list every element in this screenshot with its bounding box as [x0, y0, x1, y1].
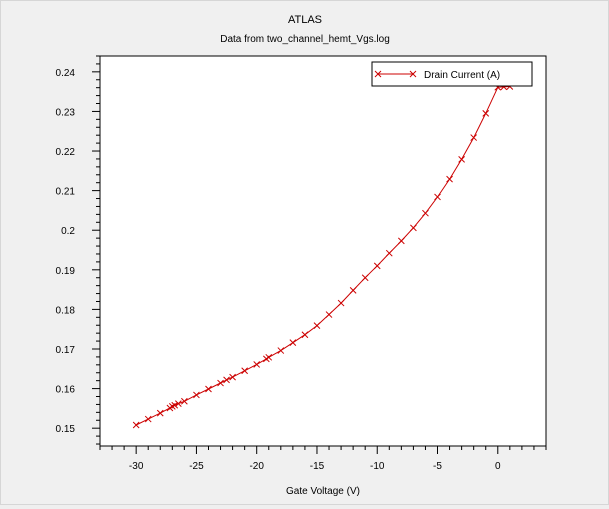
- data-point: [144, 415, 152, 423]
- x-tick-label: -25: [189, 461, 204, 472]
- data-point-stroke: [223, 376, 230, 384]
- data-point: [171, 401, 179, 409]
- plot-area: [99, 55, 547, 447]
- data-point-stroke: [144, 415, 152, 423]
- y-tick-label: 0.16: [56, 385, 76, 396]
- data-point-stroke: [361, 274, 369, 282]
- chart-title: ATLAS: [288, 14, 322, 26]
- data-point: [349, 287, 357, 294]
- data-point: [482, 110, 490, 117]
- data-point-stroke: [229, 373, 236, 381]
- data-point: [313, 322, 321, 329]
- data-point: [132, 421, 140, 429]
- data-point: [410, 224, 417, 232]
- data-point-stroke: [337, 299, 345, 307]
- x-axis: -30 -25 -20 -15 -10 -5 0: [99, 446, 547, 472]
- data-point-stroke: [349, 287, 357, 294]
- data-point-stroke: [301, 331, 309, 339]
- data-point: [205, 385, 212, 393]
- y-tick-label: 0.15: [56, 424, 76, 435]
- data-point-stroke: [410, 224, 417, 232]
- legend-label: Drain Current (A): [424, 70, 500, 81]
- x-tick-label: -15: [310, 461, 325, 472]
- y-tick-label: 0.2: [61, 226, 75, 237]
- x-tick-label: -5: [433, 461, 442, 472]
- series-layer: [132, 83, 514, 429]
- data-point: [458, 155, 465, 163]
- y-tick-label: 0.24: [56, 68, 76, 79]
- data-point: [385, 249, 393, 257]
- data-point-stroke: [241, 367, 249, 375]
- y-tick-label: 0.19: [56, 266, 76, 277]
- data-point-stroke: [458, 155, 465, 163]
- y-tick-label: 0.17: [56, 345, 76, 356]
- data-point: [174, 400, 182, 407]
- data-point: [361, 274, 369, 282]
- data-point-stroke: [277, 347, 285, 354]
- data-point-stroke: [313, 322, 321, 329]
- data-point: [446, 175, 453, 183]
- data-point-stroke: [446, 175, 453, 183]
- data-point-stroke: [470, 134, 478, 141]
- chart-subtitle: Data from two_channel_hemt_Vgs.log: [220, 34, 390, 45]
- data-point: [325, 311, 333, 318]
- data-point-stroke: [265, 353, 273, 361]
- data-point: [422, 209, 429, 217]
- data-point: [397, 237, 405, 245]
- data-point-stroke: [253, 361, 261, 368]
- data-point: [223, 376, 230, 384]
- data-point: [301, 331, 309, 339]
- data-point-stroke: [205, 385, 212, 393]
- legend-marker-right: [409, 70, 417, 78]
- data-point: [373, 262, 381, 270]
- y-tick-label: 0.21: [56, 187, 76, 198]
- x-tick-label: 0: [495, 461, 501, 472]
- data-point: [470, 134, 478, 141]
- x-tick-label: -10: [370, 461, 385, 472]
- legend-marker-left: [374, 70, 382, 78]
- y-tick-label: 0.23: [56, 107, 76, 118]
- x-tick-label: -20: [249, 461, 264, 472]
- data-point-stroke: [181, 397, 188, 405]
- data-point-stroke: [217, 379, 224, 387]
- data-point: [434, 193, 441, 201]
- y-tick-label: 0.22: [56, 147, 76, 158]
- data-point: [181, 397, 188, 405]
- data-point-stroke: [422, 209, 429, 217]
- legend: Drain Current (A): [371, 61, 533, 87]
- data-point: [217, 379, 224, 387]
- data-point: [229, 373, 236, 381]
- data-point: [289, 339, 297, 347]
- data-point: [277, 347, 285, 354]
- y-tick-label: 0.18: [56, 305, 76, 316]
- data-point: [253, 361, 261, 368]
- x-axis-label: Gate Voltage (V): [286, 486, 360, 497]
- data-point: [156, 409, 164, 417]
- data-point: [265, 353, 273, 361]
- data-point-stroke: [156, 409, 164, 417]
- x-tick-label: -30: [129, 461, 144, 472]
- data-point-stroke: [174, 400, 182, 407]
- data-point: [241, 367, 249, 375]
- data-point-stroke: [482, 110, 490, 117]
- y-axis: 0.15 0.16 0.17 0.18 0.19 0.2 0.21 0.22 0.23 0.24: [56, 55, 100, 445]
- data-point-stroke: [385, 249, 393, 257]
- data-point-stroke: [171, 401, 179, 409]
- data-point-stroke: [373, 262, 381, 270]
- data-point: [193, 391, 200, 399]
- data-point-stroke: [193, 391, 200, 399]
- data-point-stroke: [325, 311, 333, 318]
- data-point-stroke: [289, 339, 297, 347]
- data-point-stroke: [434, 193, 441, 201]
- data-point: [337, 299, 345, 307]
- data-point-stroke: [397, 237, 405, 245]
- data-point-stroke: [132, 421, 140, 429]
